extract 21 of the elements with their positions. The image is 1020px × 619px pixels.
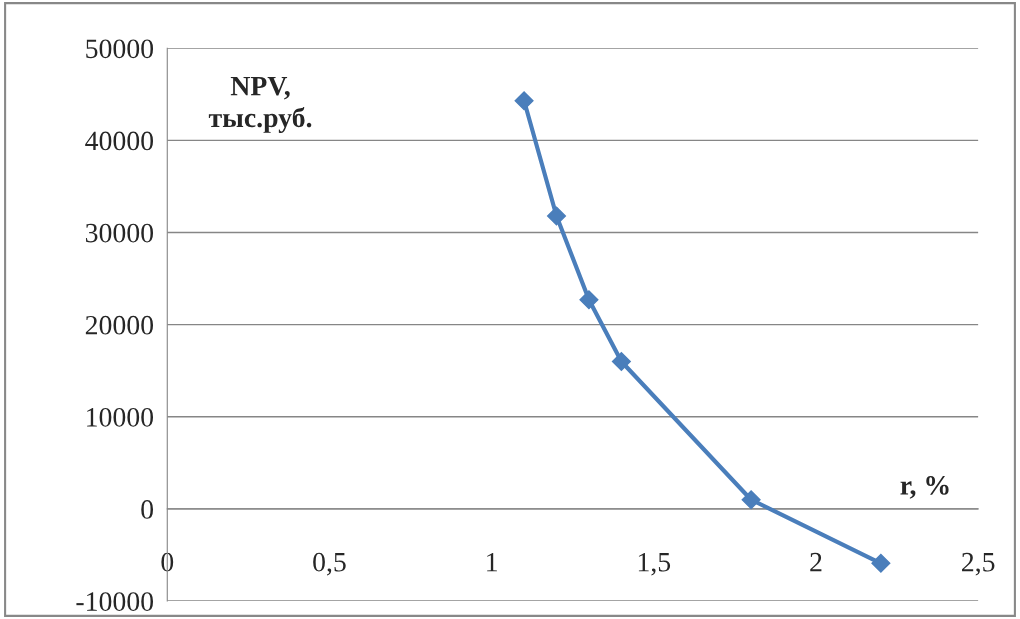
x-tick-label: 0 [161, 552, 174, 572]
y-tick-label: -10000 [76, 592, 154, 611]
point [514, 91, 534, 111]
y-tick-label: 20000 [85, 315, 154, 335]
x-tick-label: 0,5 [313, 552, 346, 576]
x-tick-label: 2 [810, 552, 822, 572]
y-tick-label: 40000 [85, 131, 154, 151]
point [871, 553, 891, 573]
point [546, 206, 567, 226]
point [579, 290, 599, 310]
y-tick-label: 10000 [87, 407, 154, 427]
y-tick-label: 30000 [85, 223, 154, 243]
point [741, 490, 761, 510]
y-tick-label: 50000 [86, 39, 154, 59]
y-tick-label: 0 [141, 500, 154, 519]
x-tick-label: 1,5 [638, 552, 671, 576]
y-axis-title: NPV, тыс.руб. [208, 77, 312, 133]
x-axis-title: r, % [900, 475, 949, 499]
point [611, 351, 631, 372]
x-tick-label: 1 [487, 552, 497, 572]
x-tick-label: 2,5 [962, 552, 995, 576]
